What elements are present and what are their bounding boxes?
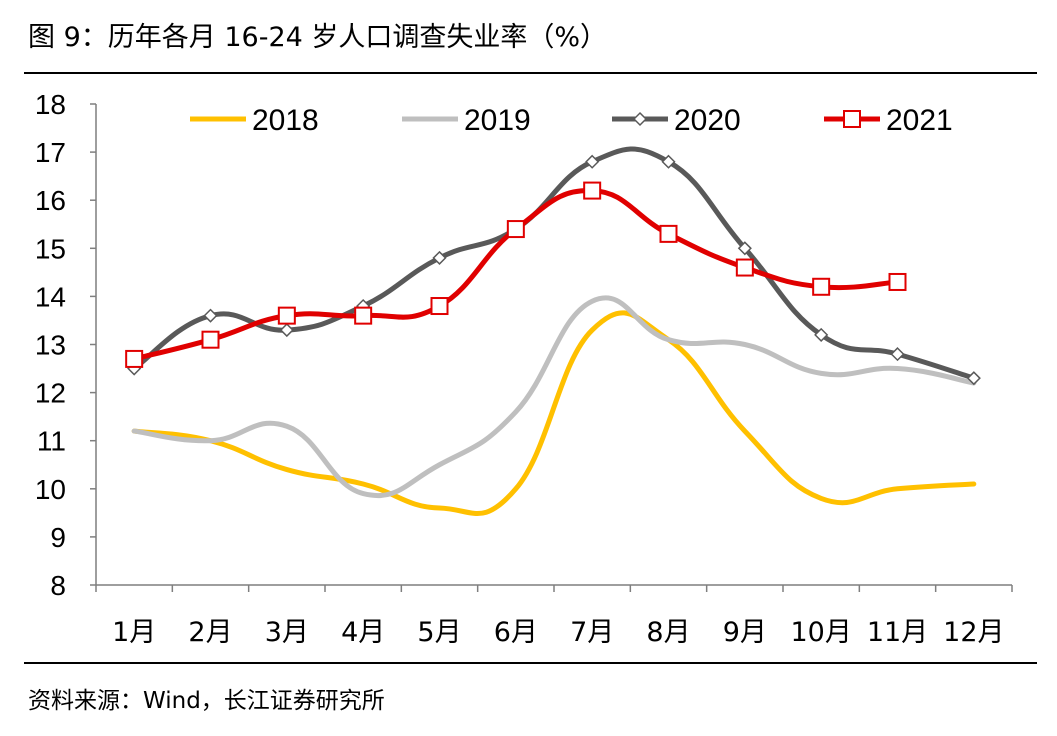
y-tick-label: 18: [35, 89, 66, 120]
series-layer: [125, 146, 981, 516]
legend-marker-2020: [632, 111, 648, 127]
data-point-2021: [659, 224, 678, 243]
y-tick-label: 12: [35, 378, 66, 409]
x-tick-label: 11月: [867, 617, 928, 648]
series-2021: [125, 181, 907, 368]
series-2018: [131, 310, 977, 516]
series-line-2018: [131, 310, 977, 516]
y-tick-label: 14: [35, 281, 66, 312]
chart-legend: 2018 2019 2020 2021: [190, 104, 953, 137]
y-tick-label: 10: [35, 474, 66, 505]
legend-label-2020: 2020: [674, 104, 741, 137]
y-tick-label: 11: [37, 426, 66, 457]
y-tick-label: 9: [50, 522, 66, 553]
line-chart: 8 9 10 11 12 13 14 15 16 17 18 1月 2月 3月 4月 5月 6月 7月 8月 9月 10…: [35, 89, 1013, 648]
x-tick-label: 4月: [341, 617, 385, 648]
data-point-2020: [661, 154, 676, 169]
y-tick-label: 17: [35, 137, 66, 168]
legend-label-2021: 2021: [886, 104, 953, 137]
data-point-2021: [812, 277, 831, 296]
data-point-2020: [585, 154, 600, 169]
source-divider: [24, 662, 1037, 664]
x-tick-label: 9月: [723, 617, 767, 648]
data-point-2020: [203, 308, 218, 323]
y-tick-label: 8: [50, 570, 66, 601]
legend-label-2019: 2019: [464, 104, 531, 137]
data-point-2021: [354, 306, 373, 325]
x-tick-label: 7月: [570, 617, 614, 648]
series-line-2021: [131, 188, 900, 362]
y-tick-label: 16: [35, 185, 66, 216]
data-point-2021: [430, 297, 449, 316]
source-note: 资料来源：Wind，长江证券研究所: [28, 688, 385, 714]
data-point-2020: [279, 323, 294, 338]
data-point-2021: [277, 306, 296, 325]
x-tick-label: 12月: [943, 617, 1004, 648]
figure-title: 图 9：历年各月 16-24 岁人口调查失业率（%）: [28, 22, 608, 53]
x-tick-label: 2月: [188, 617, 232, 648]
data-point-2020: [966, 371, 981, 386]
x-tick-label: 1月: [112, 617, 156, 648]
x-tick-label: 8月: [646, 617, 690, 648]
data-point-2021: [735, 258, 754, 277]
series-2019: [131, 295, 977, 499]
legend-marker-2021: [843, 110, 861, 128]
title-divider: [24, 72, 1037, 74]
y-tick-label: 15: [35, 233, 66, 264]
data-point-2021: [888, 272, 907, 291]
x-tick-label: 10月: [790, 617, 851, 648]
data-point-2021: [583, 181, 602, 200]
series-line-2019: [131, 295, 977, 499]
x-tick-label: 3月: [265, 617, 309, 648]
series-2020: [127, 146, 981, 386]
legend-item-2018: 2018: [190, 104, 319, 137]
y-tick-label: 13: [35, 330, 66, 361]
legend-item-2020: 2020: [612, 104, 741, 137]
x-tick-label: 5月: [417, 617, 461, 648]
legend-label-2018: 2018: [252, 104, 319, 137]
legend-item-2021: 2021: [824, 104, 953, 137]
data-point-2020: [737, 241, 752, 256]
data-point-2020: [890, 347, 905, 362]
data-point-2020: [432, 250, 447, 265]
chart-axes: 8 9 10 11 12 13 14 15 16 17 18 1月 2月 3月 4月 5月 6月 7月 8月 9月 10…: [35, 89, 1013, 648]
data-point-2021: [125, 349, 144, 368]
data-point-2021: [201, 330, 220, 349]
legend-item-2019: 2019: [402, 104, 531, 137]
x-tick-label: 6月: [494, 617, 538, 648]
data-point-2021: [506, 220, 525, 239]
data-point-2020: [814, 327, 829, 342]
